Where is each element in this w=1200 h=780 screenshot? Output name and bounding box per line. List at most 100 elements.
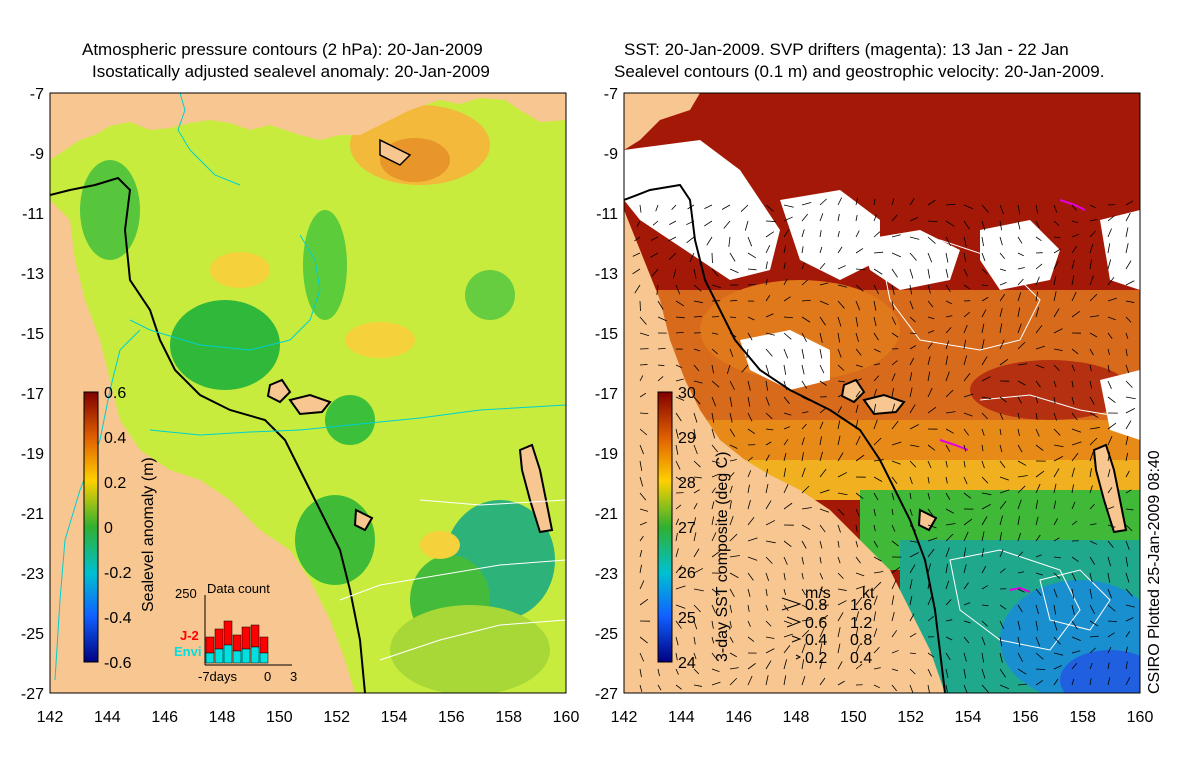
velocity-arrow	[963, 582, 969, 590]
velocity-arrow	[891, 612, 895, 622]
right-cbar-tick: 26	[678, 565, 696, 582]
inset-title: Data count	[207, 581, 270, 596]
velocity-arrow	[729, 299, 738, 302]
velocity-arrow	[981, 620, 988, 627]
velocity-arrow	[891, 198, 895, 206]
velocity-arrow	[801, 380, 808, 389]
velocity-arrow	[801, 213, 809, 222]
velocity-arrow	[963, 324, 968, 334]
velocity-arrow	[1017, 499, 1022, 510]
velocity-arrow	[1089, 293, 1098, 302]
velocity-arrow	[819, 489, 830, 494]
velocity-arrow	[711, 348, 718, 355]
velocity-arrow	[981, 296, 989, 302]
velocity-arrow	[981, 428, 985, 436]
velocity-arrow	[981, 636, 986, 646]
velocity-arrow	[909, 357, 915, 366]
velocity-arrow	[1089, 523, 1097, 526]
velocity-arrow	[963, 412, 973, 417]
velocity-arrow	[981, 323, 985, 334]
velocity-arrow	[837, 348, 842, 358]
velocity-arrow	[669, 220, 677, 225]
velocity-arrow	[1125, 396, 1136, 400]
velocity-arrow	[927, 596, 932, 606]
velocity-arrow	[639, 428, 648, 436]
velocity-arrow	[711, 284, 721, 289]
velocity-arrow	[1107, 588, 1113, 599]
velocity-arrow	[909, 345, 917, 350]
velocity-arrow	[801, 229, 805, 238]
velocity-arrow	[1071, 259, 1075, 270]
velocity-arrow	[855, 644, 860, 654]
velocity-arrow	[693, 284, 702, 292]
velocity-arrow	[819, 588, 827, 595]
velocity-arrow	[693, 588, 704, 592]
velocity-arrow	[873, 268, 883, 275]
right-cbar-tick: 29	[678, 430, 696, 447]
y-tick-label: -17	[21, 386, 44, 403]
velocity-arrow	[657, 316, 667, 322]
velocity-arrow	[1107, 348, 1110, 356]
velocity-arrow	[783, 316, 793, 319]
velocity-arrow	[1125, 646, 1128, 654]
velocity-arrow	[819, 572, 824, 580]
left-cbar-tick: 0.4	[104, 430, 126, 447]
velocity-arrow	[1035, 276, 1040, 286]
velocity-arrow	[711, 268, 719, 277]
velocity-arrow	[999, 515, 1003, 526]
velocity-arrow	[999, 500, 1007, 510]
velocity-arrow	[981, 339, 985, 350]
velocity-arrow	[1035, 444, 1044, 451]
velocity-arrow	[1125, 470, 1130, 478]
velocity-arrow	[657, 347, 666, 350]
velocity-arrow	[639, 636, 648, 644]
inset-bar-j2	[223, 620, 233, 646]
velocity-arrow	[729, 485, 733, 494]
velocity-arrow	[837, 284, 848, 288]
velocity-arrow	[1053, 261, 1059, 270]
velocity-arrow	[1125, 617, 1134, 622]
velocity-arrow	[675, 533, 678, 542]
velocity-arrow	[837, 230, 840, 238]
y-tick-label: -11	[22, 206, 44, 223]
velocity-arrow	[711, 668, 720, 673]
velocity-arrow	[711, 474, 719, 478]
velocity-arrow	[686, 220, 695, 226]
velocity-arrow	[675, 284, 681, 295]
velocity-arrow	[1107, 380, 1112, 389]
velocity-arrow	[639, 598, 649, 606]
velocity-arrow	[963, 236, 967, 247]
velocity-arrow	[891, 234, 901, 238]
velocity-arrow	[711, 380, 720, 388]
left-x-axis: 142 144 146 148 150 152 154 156 158 160	[37, 709, 580, 726]
velocity-arrow	[927, 524, 937, 529]
velocity-arrow	[1053, 275, 1057, 286]
velocity-arrow	[747, 332, 753, 341]
velocity-arrow	[909, 404, 916, 414]
velocity-arrow	[1125, 364, 1130, 374]
x-tick-label: 160	[553, 709, 580, 726]
velocity-arrow	[1017, 668, 1027, 675]
velocity-arrow	[1035, 428, 1040, 437]
velocity-arrow	[981, 476, 989, 484]
velocity-arrow	[711, 681, 721, 686]
velocity-arrow	[801, 423, 807, 430]
velocity-arrow	[639, 535, 644, 542]
velocity-arrow	[963, 355, 968, 366]
velocity-arrow	[1089, 348, 1094, 356]
velocity-arrow	[711, 444, 718, 453]
velocity-arrow	[1053, 291, 1057, 302]
velocity-arrow	[837, 524, 841, 533]
velocity-arrow	[855, 585, 866, 590]
velocity-arrow	[1107, 316, 1116, 321]
velocity-arrow	[1089, 635, 1099, 638]
velocity-arrow	[909, 236, 920, 240]
velocity-arrow	[1035, 470, 1045, 478]
velocity-arrow	[1089, 604, 1095, 614]
velocity-arrow	[765, 364, 770, 375]
velocity-arrow	[765, 231, 775, 238]
velocity-arrow	[747, 283, 756, 286]
left-map	[50, 93, 566, 693]
y-tick-label: -27	[21, 686, 44, 703]
inset-bar-envi	[205, 652, 215, 664]
